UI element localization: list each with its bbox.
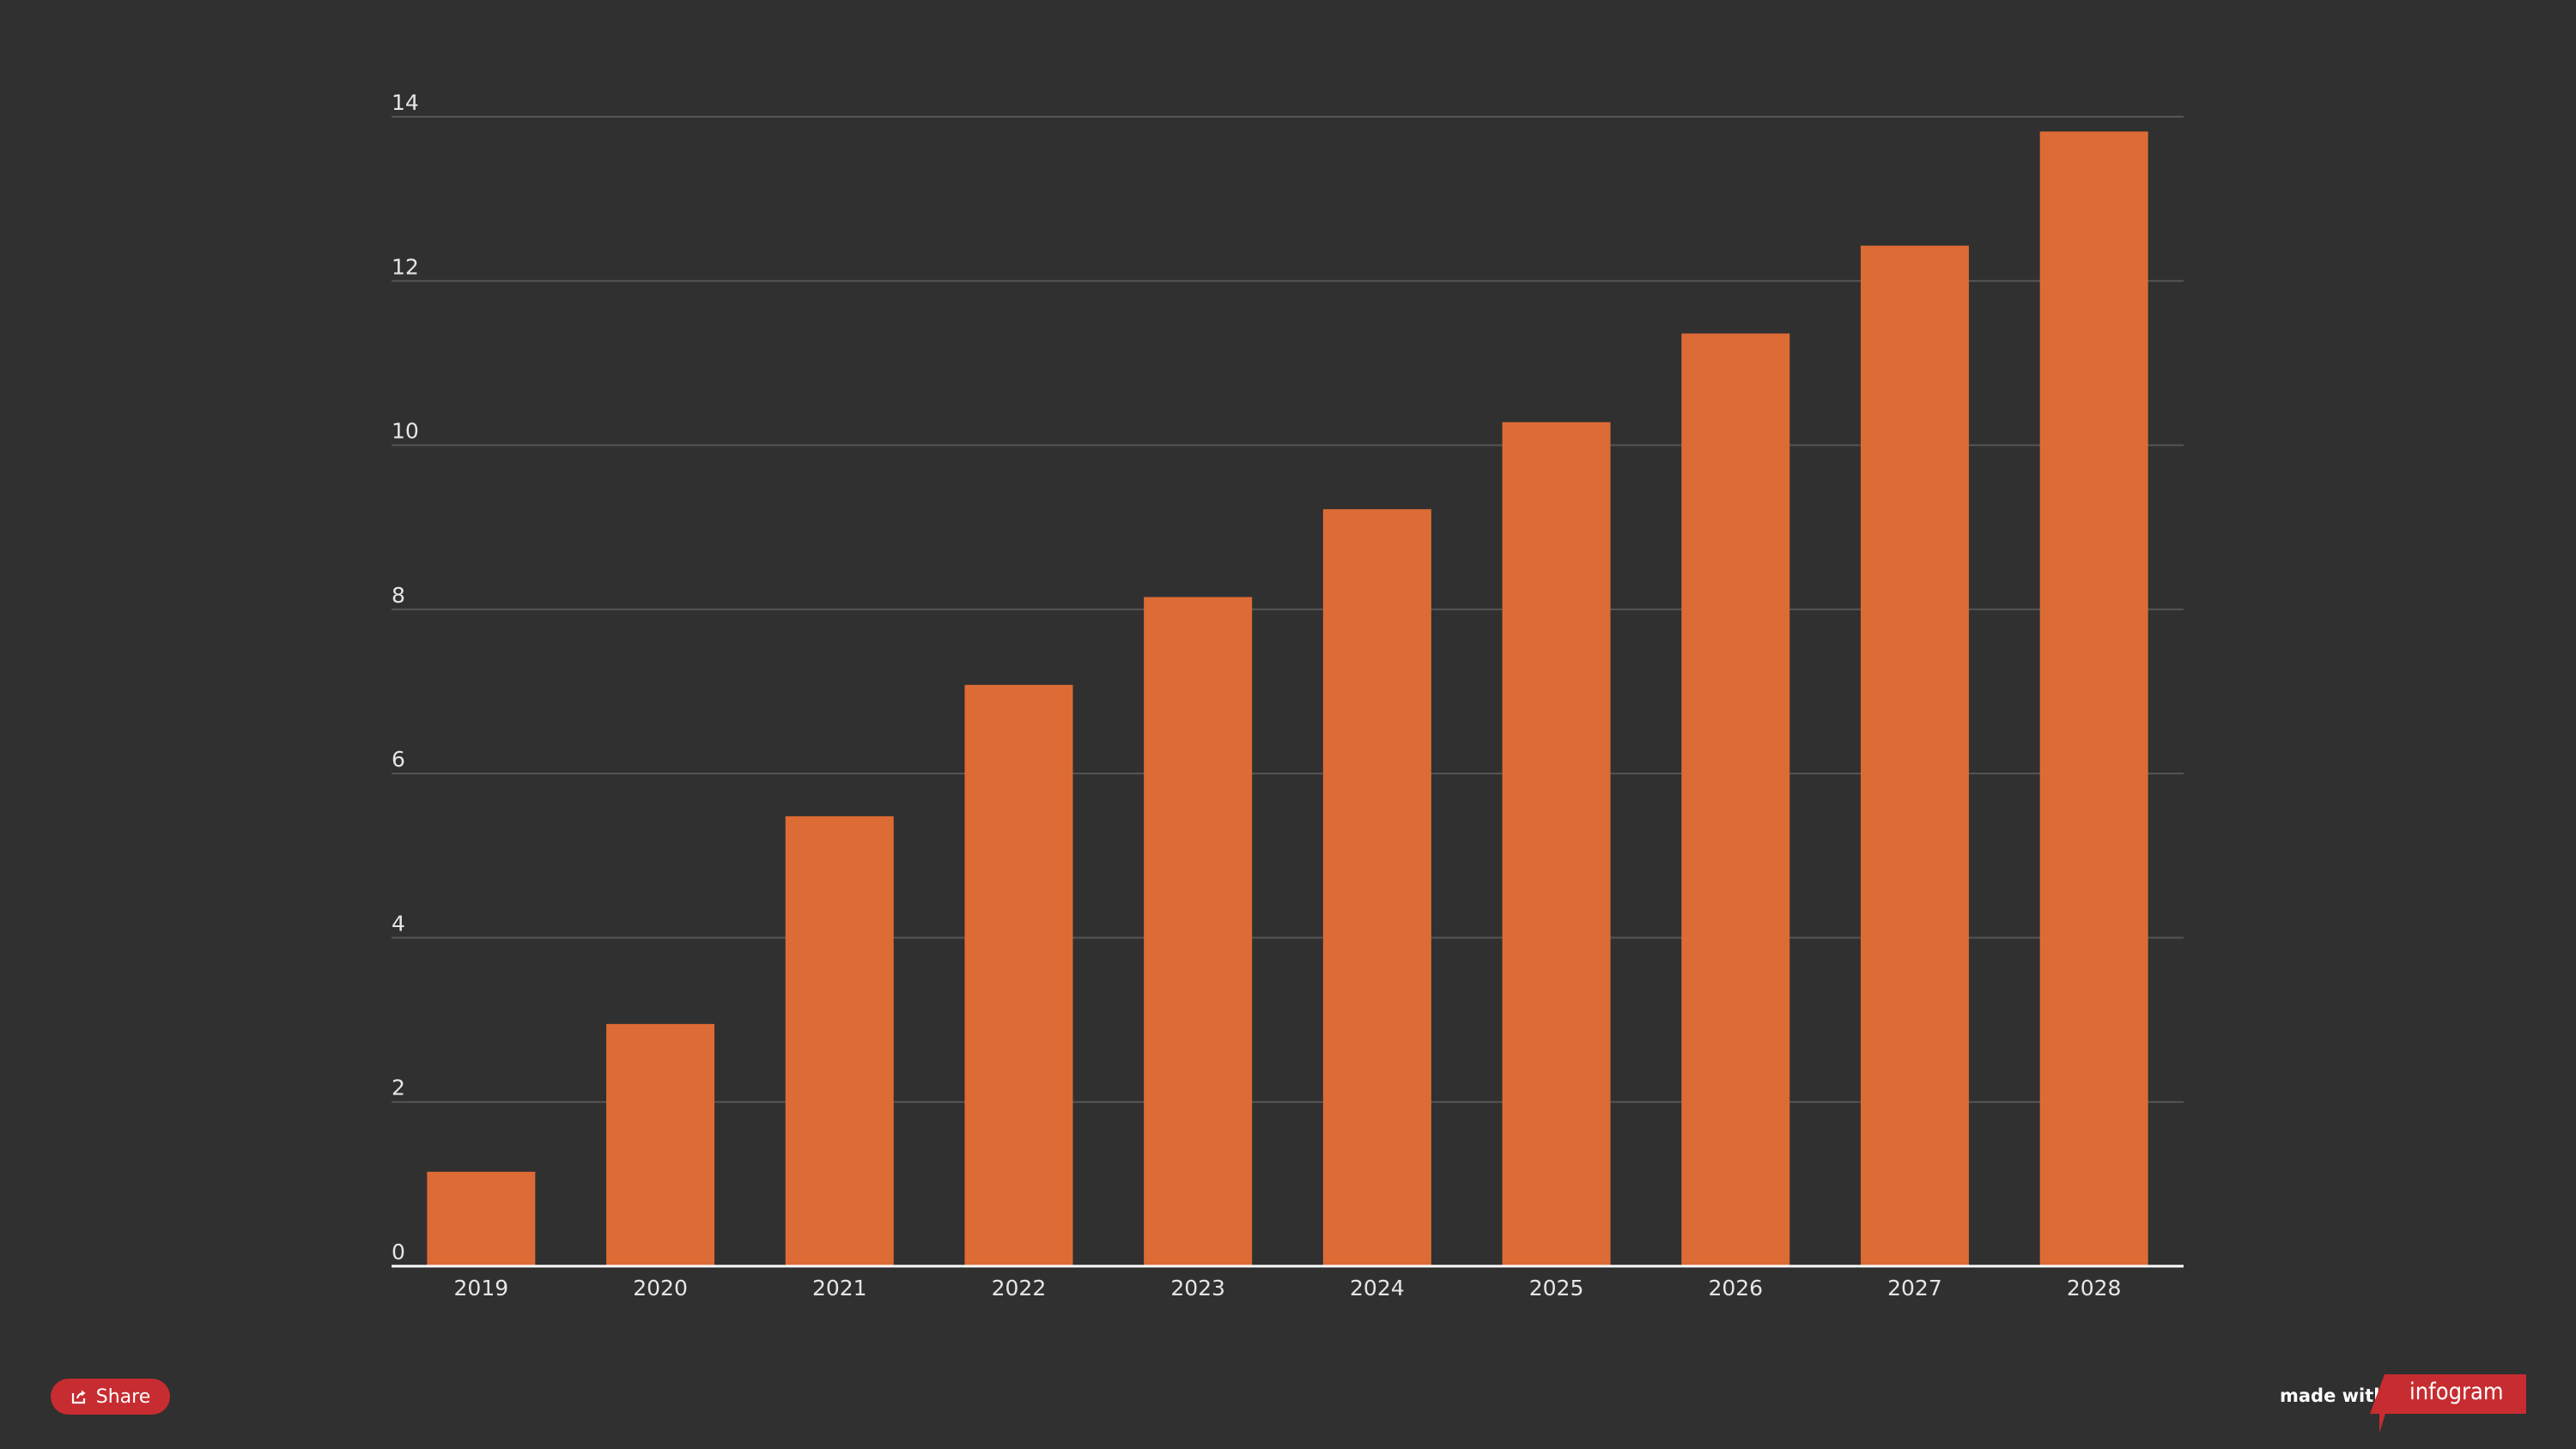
- infogram-brand-text: infogram: [2409, 1379, 2504, 1405]
- x-tick-label: 2021: [812, 1276, 867, 1300]
- x-tick-label: 2024: [1350, 1276, 1405, 1300]
- y-tick-label: 14: [392, 90, 419, 115]
- bar-2025[interactable]: [1502, 421, 1611, 1266]
- share-label: Share: [95, 1385, 151, 1408]
- x-tick-label: 2028: [2067, 1276, 2122, 1300]
- y-tick-label: 4: [392, 911, 405, 936]
- y-tick-label: 0: [392, 1240, 405, 1264]
- bar-2021[interactable]: [785, 815, 894, 1266]
- infogram-logo[interactable]: [2370, 1374, 2526, 1433]
- y-tick-label: 8: [392, 583, 405, 608]
- bar-2019[interactable]: [427, 1172, 536, 1266]
- bar-2024[interactable]: [1322, 509, 1431, 1266]
- share-button[interactable]: Share: [51, 1379, 170, 1415]
- y-tick-label: 2: [392, 1076, 405, 1100]
- made-with-text: made with: [2280, 1385, 2387, 1406]
- x-tick-label: 2025: [1529, 1276, 1584, 1300]
- x-tick-label: 2019: [454, 1276, 509, 1300]
- bar-2022[interactable]: [964, 684, 1073, 1266]
- x-tick-label: 2027: [1887, 1276, 1942, 1300]
- y-tick-label: 10: [392, 419, 419, 444]
- x-tick-label: 2020: [633, 1276, 688, 1300]
- bar-2026[interactable]: [1681, 333, 1790, 1267]
- bar-2023[interactable]: [1144, 597, 1253, 1266]
- bar-2020[interactable]: [606, 1023, 715, 1266]
- y-tick-label: 6: [392, 747, 405, 772]
- x-tick-label: 2026: [1708, 1276, 1763, 1300]
- share-icon: [71, 1390, 86, 1404]
- x-tick-label: 2023: [1170, 1276, 1225, 1300]
- bar-2028[interactable]: [2039, 131, 2148, 1267]
- x-tick-label: 2022: [992, 1276, 1047, 1300]
- bar-2027[interactable]: [1860, 246, 1969, 1266]
- y-tick-label: 12: [392, 254, 419, 279]
